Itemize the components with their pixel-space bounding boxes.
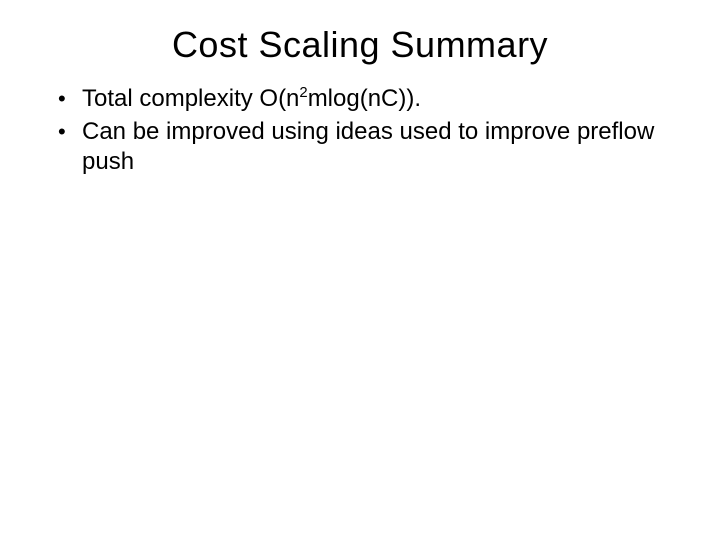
bullet-text-post: mlog(nC)). [308, 85, 421, 112]
slide-title: Cost Scaling Summary [50, 24, 670, 66]
bullet-text-sup: 2 [299, 85, 307, 101]
bullet-item: Can be improved using ideas used to impr… [58, 117, 670, 178]
slide: Cost Scaling Summary Total complexity O(… [0, 0, 720, 540]
bullet-text: Can be improved using ideas used to impr… [82, 118, 654, 176]
bullet-text-pre: Total complexity O(n [82, 85, 299, 112]
bullet-list: Total complexity O(n2mlog(nC)). Can be i… [50, 84, 670, 178]
bullet-item: Total complexity O(n2mlog(nC)). [58, 84, 670, 115]
